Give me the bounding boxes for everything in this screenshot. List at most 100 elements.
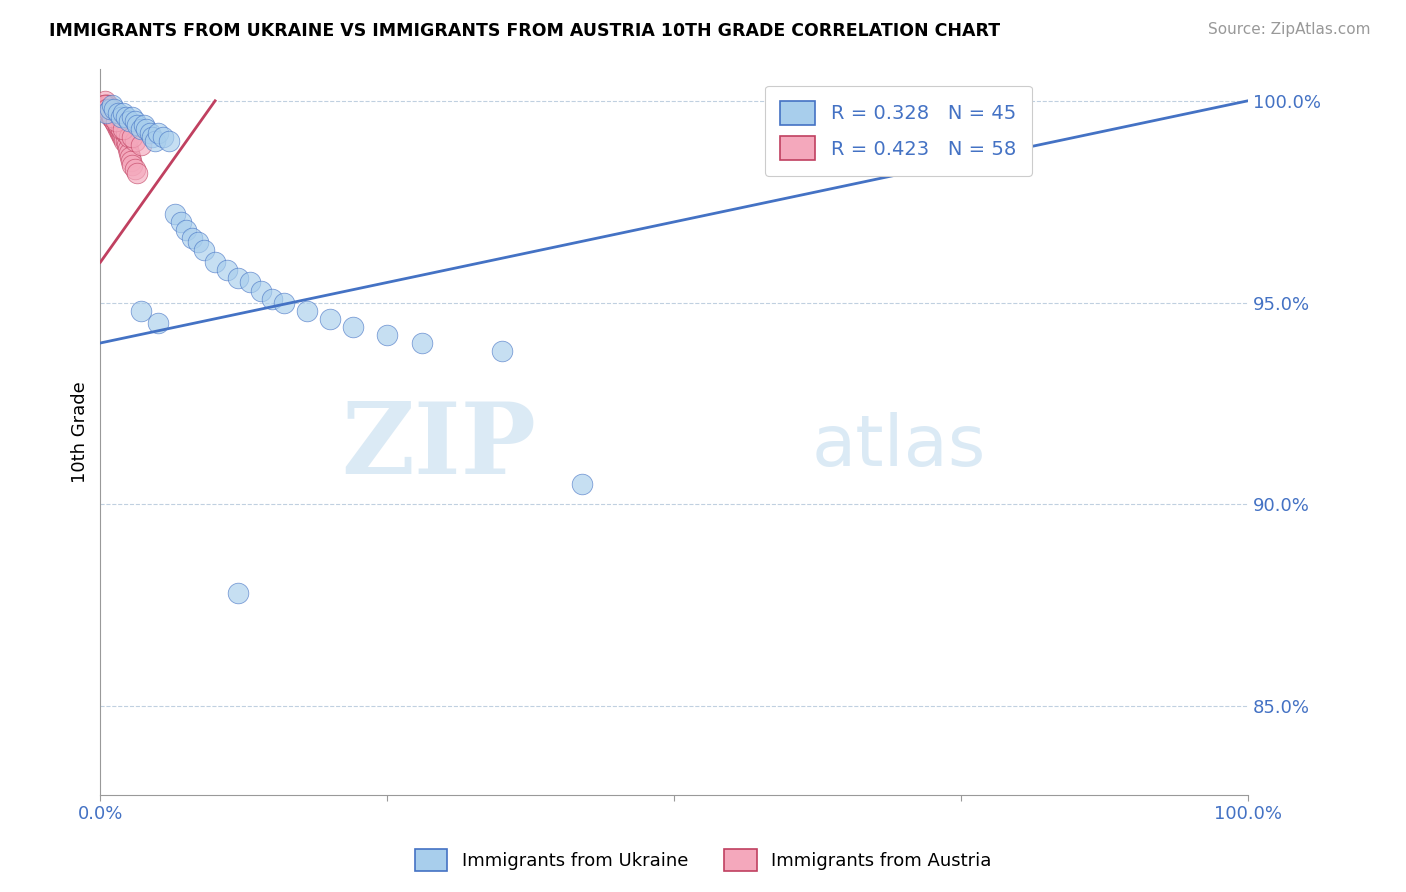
- Y-axis label: 10th Grade: 10th Grade: [72, 381, 89, 483]
- Point: [107, 118, 129, 132]
- Point: [250, 284, 273, 298]
- Point: [181, 231, 204, 245]
- Point: [152, 130, 174, 145]
- Point: [1007, 94, 1029, 108]
- Point: [118, 146, 141, 161]
- Point: [121, 110, 143, 124]
- Point: [97, 102, 120, 116]
- Point: [94, 94, 117, 108]
- Point: [107, 122, 129, 136]
- Point: [118, 114, 141, 128]
- Text: ZIP: ZIP: [342, 398, 537, 495]
- Point: [94, 102, 117, 116]
- Point: [411, 336, 433, 351]
- Point: [115, 138, 138, 153]
- Point: [129, 303, 152, 318]
- Point: [101, 106, 124, 120]
- Point: [110, 126, 132, 140]
- Point: [101, 110, 124, 124]
- Point: [94, 106, 117, 120]
- Point: [129, 122, 152, 136]
- Point: [103, 114, 125, 128]
- Point: [124, 114, 146, 128]
- Point: [103, 110, 125, 124]
- Point: [295, 303, 318, 318]
- Point: [110, 122, 132, 136]
- Point: [98, 102, 121, 116]
- Point: [157, 134, 180, 148]
- Point: [117, 142, 139, 156]
- Point: [187, 235, 209, 249]
- Point: [108, 126, 131, 140]
- Point: [262, 292, 284, 306]
- Point: [491, 344, 513, 359]
- Point: [107, 106, 129, 120]
- Point: [204, 255, 226, 269]
- Point: [112, 130, 135, 145]
- Point: [112, 122, 135, 136]
- Point: [101, 110, 124, 124]
- Point: [129, 138, 152, 153]
- Point: [124, 134, 146, 148]
- Point: [118, 130, 141, 145]
- Point: [114, 126, 136, 140]
- Point: [105, 118, 128, 132]
- Point: [146, 316, 169, 330]
- Point: [110, 110, 132, 124]
- Point: [105, 114, 128, 128]
- Point: [93, 98, 115, 112]
- Point: [145, 134, 167, 148]
- Point: [571, 477, 593, 491]
- Point: [96, 102, 118, 116]
- Point: [104, 110, 127, 124]
- Point: [114, 134, 136, 148]
- Point: [170, 215, 193, 229]
- Point: [114, 134, 136, 148]
- Point: [100, 110, 122, 124]
- Point: [111, 130, 134, 145]
- Point: [100, 102, 122, 116]
- Point: [375, 327, 398, 342]
- Point: [114, 110, 136, 124]
- Point: [121, 158, 143, 172]
- Point: [94, 98, 117, 112]
- Point: [125, 118, 148, 132]
- Point: [94, 98, 117, 112]
- Point: [96, 98, 118, 112]
- Point: [105, 114, 128, 128]
- Legend: Immigrants from Ukraine, Immigrants from Austria: Immigrants from Ukraine, Immigrants from…: [408, 842, 998, 879]
- Point: [91, 102, 114, 116]
- Point: [238, 276, 260, 290]
- Point: [103, 114, 125, 128]
- Point: [100, 106, 122, 120]
- Point: [98, 102, 121, 116]
- Point: [273, 295, 295, 310]
- Point: [124, 162, 146, 177]
- Point: [120, 150, 142, 164]
- Point: [163, 207, 186, 221]
- Point: [97, 106, 120, 120]
- Point: [101, 106, 124, 120]
- Point: [226, 271, 249, 285]
- Point: [98, 106, 121, 120]
- Point: [146, 126, 169, 140]
- Point: [176, 223, 198, 237]
- Point: [141, 130, 163, 145]
- Point: [101, 98, 124, 112]
- Point: [319, 311, 342, 326]
- Point: [98, 106, 121, 120]
- Text: Source: ZipAtlas.com: Source: ZipAtlas.com: [1208, 22, 1371, 37]
- Point: [93, 98, 115, 112]
- Text: atlas: atlas: [811, 412, 986, 481]
- Point: [125, 166, 148, 180]
- Point: [132, 118, 155, 132]
- Point: [121, 130, 143, 145]
- Point: [135, 122, 157, 136]
- Point: [107, 122, 129, 136]
- Text: IMMIGRANTS FROM UKRAINE VS IMMIGRANTS FROM AUSTRIA 10TH GRADE CORRELATION CHART: IMMIGRANTS FROM UKRAINE VS IMMIGRANTS FR…: [49, 22, 1000, 40]
- Point: [193, 243, 215, 257]
- Point: [342, 319, 364, 334]
- Point: [107, 118, 129, 132]
- Point: [101, 110, 124, 124]
- Point: [94, 102, 117, 116]
